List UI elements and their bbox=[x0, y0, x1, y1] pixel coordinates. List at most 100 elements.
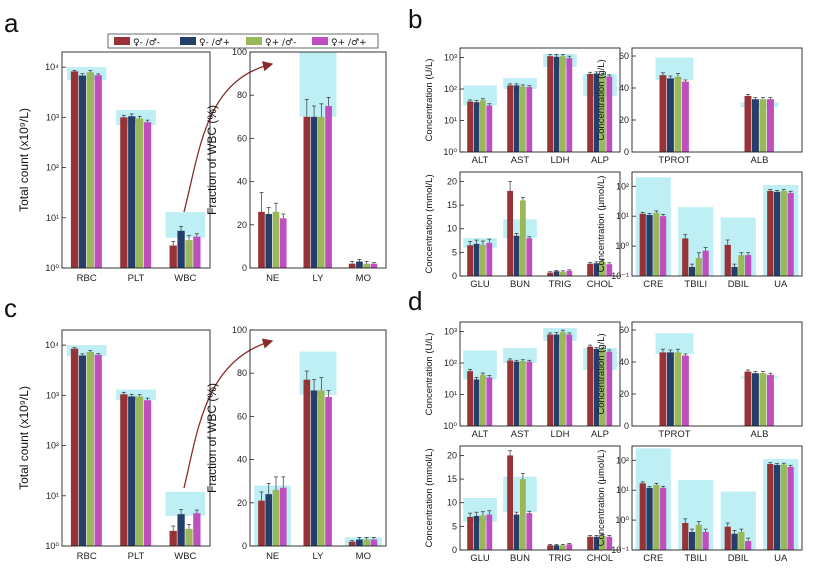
category-label-cre: CRE bbox=[643, 279, 663, 290]
bar-ldh-series1 bbox=[547, 334, 553, 426]
bar-dbil-series3 bbox=[738, 531, 745, 550]
y-tick-label: 60 bbox=[237, 133, 247, 143]
bar-alp-series2 bbox=[593, 73, 600, 152]
bar-ldh-series4 bbox=[566, 58, 573, 153]
bar-tbili-series2 bbox=[688, 266, 696, 276]
bar-bun-series1 bbox=[507, 455, 513, 550]
bar-ldh-series3 bbox=[560, 56, 566, 152]
reference-band-wbc bbox=[165, 212, 206, 238]
bar-ly-series1 bbox=[303, 116, 311, 268]
bar-ne-series2 bbox=[265, 214, 273, 268]
y-tick-label: 10¹ bbox=[616, 211, 629, 221]
legend-label-4: ♀+ /♂+ bbox=[331, 38, 367, 48]
bar-dbil-series2 bbox=[731, 266, 738, 276]
category-label-dbil: DBIL bbox=[728, 553, 749, 564]
bar-trig-series1 bbox=[547, 545, 553, 550]
legend-label-2: ♀- /♂+ bbox=[199, 38, 230, 48]
y-tick-label: 15 bbox=[447, 200, 457, 210]
category-label-ua: UA bbox=[774, 279, 788, 290]
y-tick-label: 10⁴ bbox=[45, 62, 59, 72]
category-label-plt: PLT bbox=[128, 273, 145, 284]
bar-glu-series3 bbox=[480, 244, 486, 276]
category-label-bun: BUN bbox=[510, 279, 530, 290]
bar-mo-series2 bbox=[356, 261, 363, 268]
category-label-ua: UA bbox=[774, 553, 788, 564]
bar-ly-series4 bbox=[325, 106, 332, 268]
connector-arrow-a bbox=[183, 61, 274, 213]
bar-wbc-series2 bbox=[177, 514, 185, 546]
bar-mo-series3 bbox=[363, 263, 370, 268]
bar-chol-series2 bbox=[593, 536, 600, 550]
bar-tbili-series3 bbox=[695, 257, 702, 276]
category-label-ly: LY bbox=[313, 273, 325, 284]
y-axis-label: Concentration (μmol/L) bbox=[596, 176, 607, 273]
bar-bun-series1 bbox=[507, 190, 513, 276]
bar-cre-series2 bbox=[646, 214, 653, 276]
bar-alt-series4 bbox=[486, 105, 493, 152]
category-label-tbili: TBILI bbox=[684, 553, 707, 564]
y-tick-label: 10² bbox=[616, 181, 629, 191]
y-axis-label: Concentration (g/L) bbox=[596, 59, 607, 140]
chart-b_mmol: GLU BUN TRIG CHOL 0 5 10 15 20 Concentration (mmo… bbox=[424, 171, 621, 290]
legend-swatch-3 bbox=[246, 37, 262, 45]
bar-cre-series1 bbox=[639, 483, 646, 550]
reference-band-rbc bbox=[66, 345, 107, 357]
bar-plt-series1 bbox=[120, 394, 128, 546]
category-label-rbc: RBC bbox=[77, 551, 97, 562]
chart-b_gl: TPROT ALB 0 20 40 60 Concentration (g/L) bbox=[596, 47, 803, 166]
bar-tprot-series2 bbox=[667, 78, 674, 152]
bar-ua-series3 bbox=[780, 464, 787, 550]
bar-cre-series4 bbox=[660, 216, 667, 276]
bar-alt-series2 bbox=[473, 379, 480, 426]
bar-bun-series2 bbox=[513, 514, 520, 550]
bar-plt-series4 bbox=[143, 400, 152, 546]
y-tick-label: 10⁰ bbox=[443, 147, 457, 157]
bar-ly-series3 bbox=[318, 116, 325, 268]
category-label-tprot: TPROT bbox=[658, 429, 690, 440]
legend-label-1: ♀- /♂- bbox=[133, 38, 160, 48]
bar-ldh-series2 bbox=[553, 334, 560, 426]
reference-band-ast bbox=[503, 78, 537, 89]
bar-ly-series3 bbox=[318, 390, 325, 546]
bar-ldh-series1 bbox=[547, 56, 553, 152]
bar-ne-series4 bbox=[279, 487, 287, 546]
bar-rbc-series3 bbox=[86, 72, 94, 268]
bar-ne-series3 bbox=[272, 211, 280, 268]
bar-plt-series1 bbox=[120, 117, 128, 269]
category-label-wbc: WBC bbox=[174, 273, 196, 284]
y-tick-label: 0 bbox=[624, 421, 629, 431]
panel-label-a: a bbox=[4, 8, 19, 38]
plot-frame bbox=[631, 171, 803, 277]
y-axis-label: Concentration (g/L) bbox=[596, 333, 607, 414]
y-axis-label: Concentration (U/L) bbox=[424, 59, 435, 142]
y-tick-label: 20 bbox=[237, 220, 247, 230]
bar-cre-series3 bbox=[653, 212, 660, 276]
bar-tbili-series1 bbox=[682, 238, 689, 276]
category-label-wbc: WBC bbox=[174, 551, 196, 562]
bar-alp-series1 bbox=[587, 346, 593, 426]
y-tick-label: 40 bbox=[237, 455, 247, 465]
y-tick-label: 80 bbox=[237, 368, 247, 378]
plot-frame bbox=[631, 321, 803, 427]
bar-wbc-series4 bbox=[193, 513, 201, 546]
y-tick-label: 10² bbox=[616, 455, 629, 465]
bar-mo-series1 bbox=[348, 263, 356, 268]
bar-rbc-series1 bbox=[70, 71, 79, 268]
y-tick-label: 10¹ bbox=[444, 389, 457, 399]
y-tick-label: 10⁰ bbox=[615, 241, 629, 251]
bar-bun-series4 bbox=[526, 238, 533, 276]
bar-glu-series1 bbox=[467, 516, 473, 550]
bar-rbc-series3 bbox=[86, 351, 94, 546]
category-label-alb: ALB bbox=[751, 429, 769, 440]
chart-b_umol: CRE TBILI DBIL UA 10⁻¹ 10⁰ 10¹ 10² Concentration… bbox=[596, 171, 803, 290]
y-axis-label: Concentration (μmol/L) bbox=[596, 450, 607, 547]
legend-swatch-1 bbox=[114, 37, 130, 45]
y-tick-label: 10⁻¹ bbox=[611, 271, 629, 281]
chart-d_gl: TPROT ALB 0 20 40 60 Concentration (g/L) bbox=[596, 321, 803, 440]
bar-cre-series4 bbox=[660, 487, 667, 550]
y-tick-label: 20 bbox=[447, 450, 457, 460]
y-tick-label: 20 bbox=[447, 176, 457, 186]
chart-a_total: RBC PLT WBC 10⁰ 10¹ 10² 10³ 10⁴ Total count (x10… bbox=[17, 51, 211, 284]
y-tick-label: 60 bbox=[619, 51, 629, 61]
reference-band-mo bbox=[344, 537, 382, 546]
